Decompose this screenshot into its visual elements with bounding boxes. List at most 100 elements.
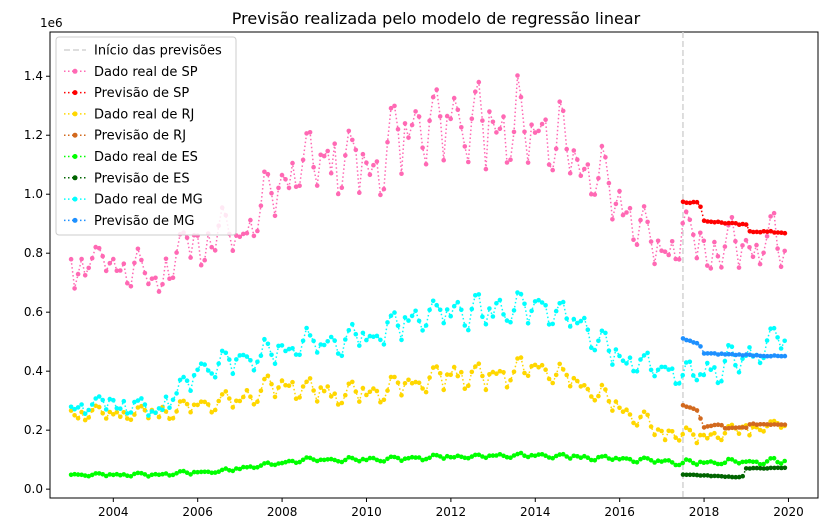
data-point — [705, 473, 710, 478]
data-point — [448, 313, 454, 319]
plot-area: 2004 2006 2008 2010 2012 2014 2016 2018 2020 0.0 0… — [24, 31, 819, 519]
data-point — [427, 455, 432, 461]
data-point — [258, 388, 264, 394]
data-point — [480, 118, 485, 123]
data-point — [381, 342, 387, 347]
data-point — [307, 455, 313, 461]
data-point — [729, 474, 735, 480]
data-point — [413, 109, 418, 114]
data-point — [567, 383, 573, 389]
data-point — [571, 148, 577, 153]
data-point — [708, 266, 714, 271]
data-point — [255, 399, 260, 405]
data-point — [694, 255, 700, 261]
data-point — [251, 402, 257, 407]
data-point — [374, 333, 380, 339]
data-point — [93, 244, 98, 250]
data-point — [79, 472, 84, 478]
data-point — [364, 457, 369, 463]
data-point — [142, 472, 148, 477]
data-point — [782, 353, 788, 359]
data-point — [750, 424, 756, 430]
data-point — [286, 458, 292, 464]
data-point — [68, 256, 74, 262]
data-point — [448, 116, 454, 122]
data-point — [557, 301, 562, 306]
data-point — [536, 128, 541, 134]
data-point — [729, 220, 735, 226]
data-point — [634, 369, 640, 374]
data-point — [743, 222, 749, 227]
data-point — [325, 457, 331, 462]
data-point — [262, 336, 267, 342]
data-point — [662, 364, 668, 370]
data-point — [188, 388, 193, 394]
data-point — [698, 372, 703, 377]
data-point — [701, 473, 707, 478]
data-point — [96, 245, 102, 251]
data-point — [550, 321, 555, 327]
data-point — [691, 340, 696, 345]
data-point — [585, 455, 591, 461]
data-point — [729, 344, 735, 350]
data-point — [230, 468, 236, 474]
data-point — [705, 360, 710, 366]
data-point — [473, 364, 478, 369]
data-point — [367, 389, 373, 395]
data-point — [511, 129, 517, 135]
data-point — [227, 357, 232, 362]
data-point — [655, 367, 661, 373]
data-point — [768, 228, 774, 234]
data-point — [191, 402, 197, 408]
data-point — [237, 398, 243, 404]
data-point — [539, 452, 545, 457]
data-point — [304, 131, 309, 136]
data-point — [546, 455, 552, 460]
data-point — [139, 396, 144, 401]
data-point — [508, 319, 513, 325]
data-point — [374, 457, 380, 463]
data-point — [655, 427, 661, 432]
data-point — [346, 128, 352, 134]
data-point — [522, 370, 527, 376]
data-point — [772, 465, 777, 471]
data-point — [764, 338, 770, 343]
data-point — [532, 130, 538, 135]
data-point — [694, 408, 700, 413]
data-point — [641, 204, 647, 209]
data-point — [448, 454, 454, 460]
data-point — [684, 200, 689, 205]
data-point — [765, 229, 770, 234]
data-point — [627, 355, 633, 361]
data-point — [286, 383, 292, 389]
data-point — [107, 472, 113, 477]
data-point — [779, 353, 784, 359]
data-point — [687, 217, 693, 223]
data-point — [768, 326, 773, 332]
data-point — [764, 459, 770, 464]
data-point — [778, 346, 784, 351]
data-point — [740, 425, 745, 430]
data-point — [399, 458, 404, 464]
data-point — [462, 386, 468, 392]
data-point — [406, 377, 411, 383]
data-point — [683, 209, 689, 214]
data-point — [402, 121, 408, 126]
data-point — [610, 362, 615, 367]
data-point — [761, 466, 767, 471]
data-point — [409, 122, 415, 128]
data-point — [761, 429, 766, 434]
data-point — [592, 398, 598, 403]
data-point — [698, 344, 703, 349]
data-point — [687, 405, 693, 410]
data-point — [751, 465, 756, 471]
data-point — [751, 421, 756, 427]
data-point — [371, 455, 376, 461]
data-point — [167, 416, 172, 422]
data-point — [733, 221, 738, 226]
data-point — [388, 374, 394, 380]
data-point — [740, 243, 745, 248]
data-point — [631, 368, 636, 374]
data-point — [276, 343, 281, 349]
data-point — [610, 217, 615, 222]
